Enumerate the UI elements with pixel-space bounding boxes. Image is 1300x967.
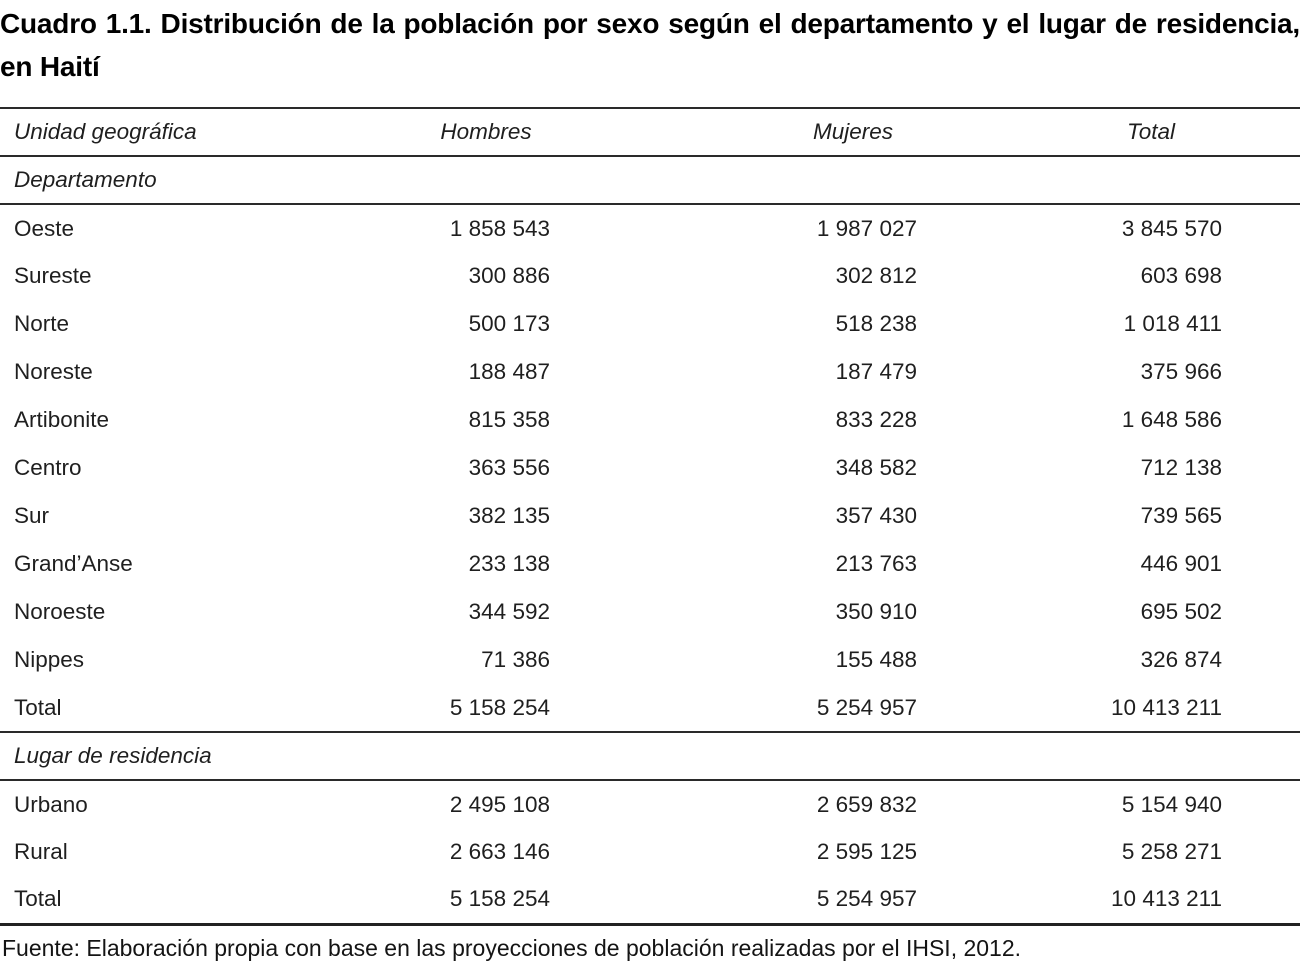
cell-total: 1 648 586: [1121, 407, 1222, 432]
cell-hombres: 1 858 543: [449, 215, 550, 241]
row-label: Artibonite: [14, 407, 110, 432]
header-row: Unidad geográfica Hombres Mujeres Total: [0, 107, 1300, 157]
cell-total: 10 413 211: [1111, 694, 1222, 720]
cell-mujeres: 348 582: [835, 455, 917, 480]
cell-mujeres: 518 238: [835, 311, 917, 336]
cell-total: 5 154 940: [1121, 791, 1222, 817]
table-row-total-residencia: Total 5 158 254 5 254 957 10 413 211: [0, 876, 1300, 926]
row-label: Oeste: [14, 215, 75, 241]
cell-total: 712 138: [1140, 455, 1222, 480]
cell-mujeres: 833 228: [835, 407, 917, 432]
col-header-hombres: Hombres: [340, 107, 590, 157]
cell-total: 1 018 411: [1123, 311, 1222, 336]
cell-mujeres: 5 254 957: [816, 694, 917, 720]
col-header-unidad-geografica: Unidad geográfica: [0, 107, 340, 157]
row-label: Sureste: [14, 263, 92, 288]
cell-hombres: 2 495 108: [449, 791, 550, 817]
row-label: Norte: [14, 311, 70, 336]
cell-mujeres: 2 659 832: [816, 791, 917, 817]
table-row: Urbano 2 495 108 2 659 832 5 154 940: [0, 780, 1300, 828]
cell-mujeres: 5 254 957: [590, 876, 957, 926]
row-label: Urbano: [14, 791, 88, 817]
cell-mujeres: 350 910: [835, 599, 917, 624]
table-row: Sur 382 135 357 430 739 565: [0, 492, 1300, 540]
row-label: Nippes: [14, 647, 85, 672]
table-title: Cuadro 1.1. Distribución de la población…: [0, 8, 1300, 82]
cell-hombres: 363 556: [468, 455, 550, 480]
table-row: Noroeste 344 592 350 910 695 502: [0, 588, 1300, 636]
table-row: Grand’Anse 233 138 213 763 446 901: [0, 540, 1300, 588]
cell-total: 446 901: [1140, 551, 1222, 576]
cell-total: 3 845 570: [1121, 215, 1222, 241]
cell-hombres: 300 886: [468, 263, 550, 288]
cell-hombres: 2 663 146: [449, 839, 550, 864]
cell-total: 739 565: [1140, 503, 1222, 528]
section-row-departamento: Departamento: [0, 156, 1300, 205]
table-row: Norte 500 173 518 238 1 018 411: [0, 300, 1300, 348]
cell-mujeres: 357 430: [835, 503, 917, 528]
table-row: Nippes 71 386 155 488 326 874: [0, 636, 1300, 684]
cell-mujeres: 155 488: [835, 647, 917, 672]
col-header-total: Total: [957, 107, 1300, 157]
cell-hombres: 5 158 254: [449, 694, 550, 720]
col-header-mujeres: Mujeres: [590, 107, 957, 157]
section-label: Departamento: [0, 156, 1300, 205]
row-label: Grand’Anse: [14, 551, 133, 576]
cell-hombres: 71 386: [481, 647, 550, 672]
cell-mujeres: 2 595 125: [816, 839, 917, 864]
cell-total: 10 413 211: [957, 876, 1300, 926]
table-row: Oeste 1 858 543 1 987 027 3 845 570: [0, 204, 1300, 252]
cell-mujeres: 302 812: [835, 263, 917, 288]
cell-mujeres: 187 479: [835, 359, 917, 384]
table-row: Noreste 188 487 187 479 375 966: [0, 348, 1300, 396]
source-note: Fuente: Elaboración propia con base en l…: [2, 934, 1022, 961]
cell-total: 603 698: [1140, 263, 1222, 288]
row-label: Total: [14, 694, 62, 720]
cell-total: 695 502: [1140, 599, 1222, 624]
cell-hombres: 233 138: [468, 551, 550, 576]
row-label: Noreste: [14, 359, 93, 384]
table-row: Rural 2 663 146 2 595 125 5 258 271: [0, 828, 1300, 876]
cell-hombres: 5 158 254: [340, 876, 590, 926]
cell-hombres: 815 358: [468, 407, 550, 432]
population-table: Unidad geográfica Hombres Mujeres Total …: [0, 107, 1300, 926]
section-label: Lugar de residencia: [0, 731, 1300, 781]
row-label: Centro: [14, 455, 82, 480]
cell-mujeres: 213 763: [835, 551, 917, 576]
row-label: Rural: [14, 839, 68, 864]
row-label: Sur: [14, 503, 50, 528]
cell-total: 5 258 271: [1121, 839, 1222, 864]
table-row: Sureste 300 886 302 812 603 698: [0, 252, 1300, 300]
cell-hombres: 382 135: [468, 503, 550, 528]
row-label: Total: [0, 876, 340, 926]
cell-hombres: 500 173: [468, 311, 550, 336]
table-row: Centro 363 556 348 582 712 138: [0, 444, 1300, 492]
cell-mujeres: 1 987 027: [816, 215, 917, 241]
cell-hombres: 344 592: [468, 599, 550, 624]
row-label: Noroeste: [14, 599, 106, 624]
section-row-lugar-de-residencia: Lugar de residencia: [0, 731, 1300, 781]
table-row-total-departamento: Total 5 158 254 5 254 957 10 413 211: [0, 684, 1300, 732]
cell-total: 375 966: [1140, 359, 1222, 384]
cell-hombres: 188 487: [468, 359, 550, 384]
table-row: Artibonite 815 358 833 228 1 648 586: [0, 396, 1300, 444]
cell-total: 326 874: [1140, 647, 1222, 672]
